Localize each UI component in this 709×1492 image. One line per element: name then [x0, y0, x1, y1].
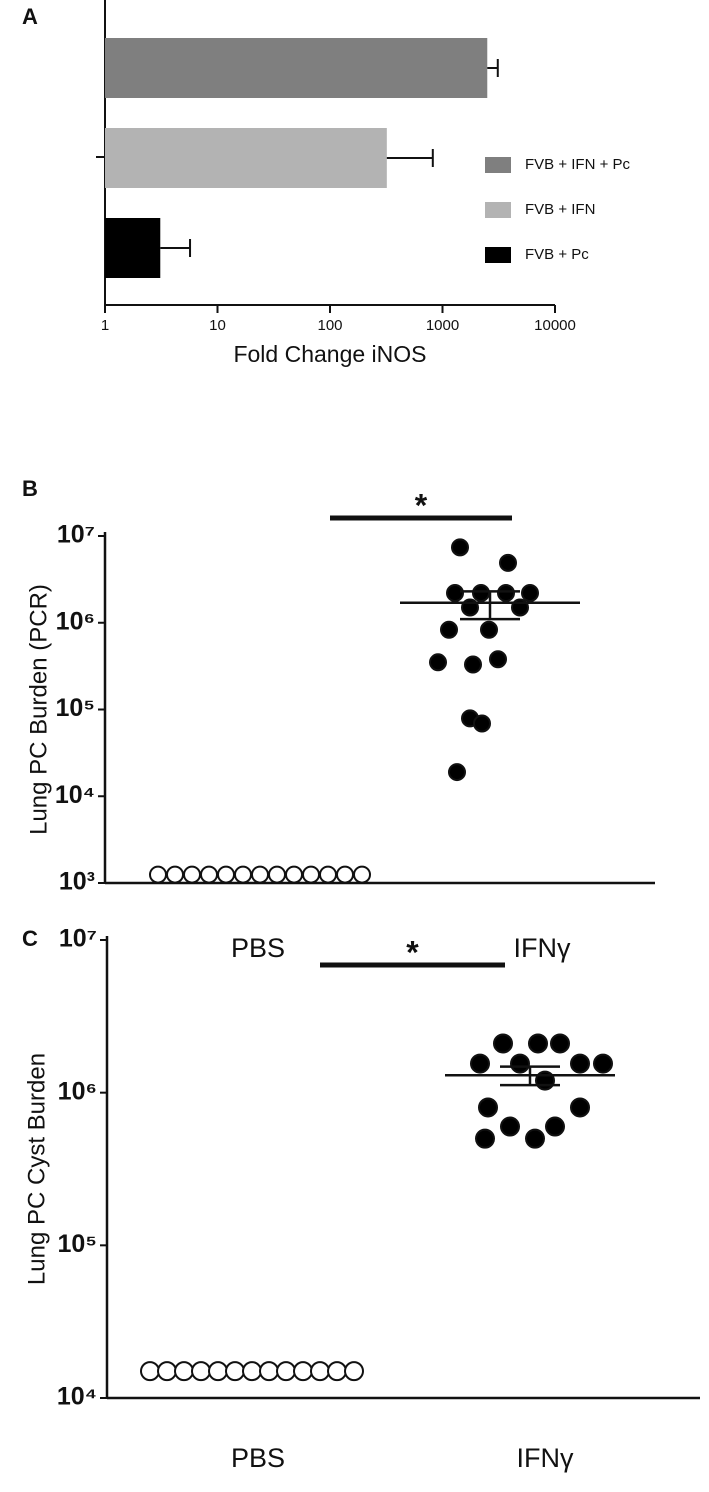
data-point [225, 1361, 245, 1382]
data-point [480, 620, 498, 639]
data-point [344, 1361, 364, 1382]
data-point [440, 620, 458, 639]
x-tick-label: 1 [101, 317, 109, 334]
panel-label: C [22, 926, 38, 951]
data-point [429, 653, 447, 672]
data-point [157, 1361, 177, 1382]
data-point [310, 1361, 330, 1382]
x-tick-label: 100 [317, 317, 342, 334]
data-point [293, 1361, 313, 1382]
data-point [521, 584, 539, 603]
data-point [217, 865, 235, 884]
data-point [183, 865, 201, 884]
data-point [276, 1361, 296, 1382]
data-point [525, 1128, 545, 1149]
x-tick-label: PBS [231, 933, 285, 963]
legend-swatch [485, 157, 511, 173]
data-point [475, 1128, 495, 1149]
bar [105, 38, 488, 98]
data-point [570, 1053, 590, 1074]
data-point [499, 553, 517, 572]
y-tick-label: 10⁶ [58, 1077, 97, 1105]
significance-label: * [415, 487, 428, 523]
legend-label: FVB + IFN + Pc [525, 156, 631, 173]
y-axis-label: Lung PC Burden (PCR) [25, 584, 52, 835]
x-tick-label: IFNγ [517, 1443, 574, 1473]
significance-label: * [406, 934, 419, 970]
data-point [448, 763, 466, 782]
y-axis-label: Lung PC Cyst Burden [23, 1053, 50, 1285]
data-point [191, 1361, 211, 1382]
data-point [510, 1053, 530, 1074]
legend-swatch [485, 247, 511, 263]
data-point [174, 1361, 194, 1382]
data-point [166, 865, 184, 884]
data-point [464, 655, 482, 674]
data-point [550, 1033, 570, 1054]
data-point [285, 865, 303, 884]
data-point [302, 865, 320, 884]
x-tick-label: 10 [209, 317, 226, 334]
data-point [528, 1033, 548, 1054]
data-point [140, 1361, 160, 1382]
data-point [451, 538, 469, 557]
y-tick-label: 10⁷ [57, 521, 95, 549]
data-point [251, 865, 269, 884]
legend-swatch [485, 202, 511, 218]
bar [105, 128, 387, 188]
error-bar [487, 59, 499, 77]
data-point [470, 1053, 490, 1074]
data-point [570, 1097, 590, 1118]
data-point [268, 865, 286, 884]
data-point [497, 584, 515, 603]
sem-bar [500, 1065, 560, 1087]
x-axis-label: Fold Change iNOS [233, 341, 426, 367]
error-bar [386, 149, 434, 167]
error-bar [160, 239, 192, 257]
x-tick-label: IFNγ [514, 933, 571, 963]
bar [105, 218, 161, 278]
legend-label: FVB + IFN [525, 201, 595, 218]
data-point [259, 1361, 279, 1382]
y-tick-label: 10⁵ [57, 1230, 97, 1258]
data-point [493, 1033, 513, 1054]
panel-label: B [22, 476, 38, 501]
y-tick-label: 10⁵ [55, 694, 95, 722]
data-point [242, 1361, 262, 1382]
data-point [593, 1053, 613, 1074]
panel-label: A [22, 4, 38, 29]
data-point [327, 1361, 347, 1382]
legend-label: FVB + Pc [525, 246, 589, 263]
y-tick-label: 10⁷ [59, 925, 97, 953]
x-tick-label: 10000 [534, 317, 576, 334]
data-point [208, 1361, 228, 1382]
y-tick-label: 10⁴ [57, 1383, 97, 1411]
data-point [353, 865, 371, 884]
data-point [473, 714, 491, 733]
data-point [489, 650, 507, 669]
data-point [446, 584, 464, 603]
data-point [200, 865, 218, 884]
x-tick-label: PBS [231, 1443, 285, 1473]
y-tick-label: 10⁴ [55, 781, 95, 809]
y-tick-label: 10⁶ [56, 607, 95, 635]
y-tick-label: 10³ [59, 868, 95, 896]
data-point [234, 865, 252, 884]
data-point [319, 865, 337, 884]
data-point [149, 865, 167, 884]
data-point [472, 584, 490, 603]
data-point [500, 1116, 520, 1137]
data-point [545, 1116, 565, 1137]
data-point [336, 865, 354, 884]
x-tick-label: 1000 [426, 317, 459, 334]
data-point [478, 1097, 498, 1118]
sem-bar [460, 590, 520, 621]
